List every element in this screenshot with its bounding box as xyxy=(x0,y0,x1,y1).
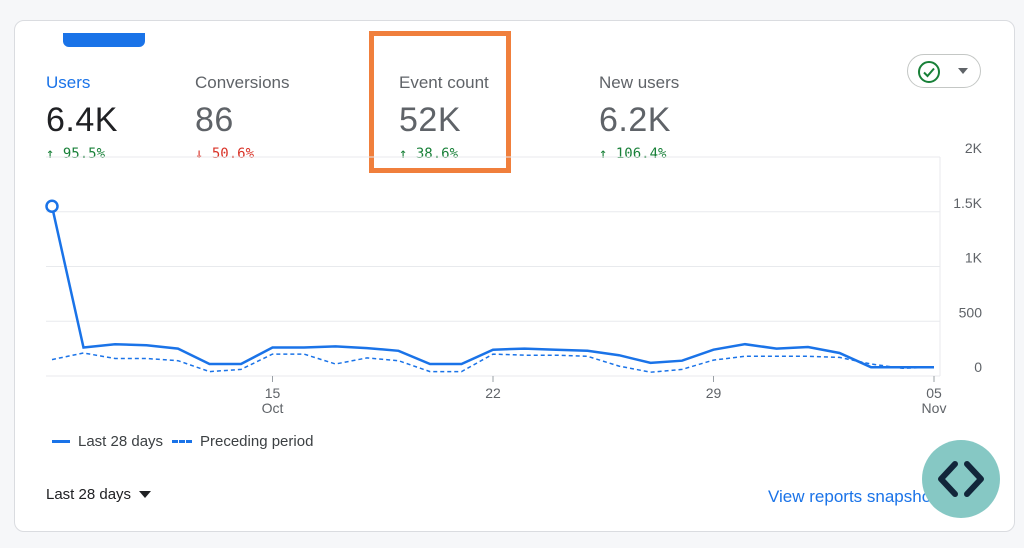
arrow-up-icon: ↑ xyxy=(46,146,55,162)
metric-value: 6.4K xyxy=(46,101,118,139)
arrow-up-icon: ↑ xyxy=(599,146,608,162)
x-tick-label: 29 xyxy=(706,385,722,401)
y-axis-ticks: 0 500 1K 1.5K 2K xyxy=(953,140,982,375)
active-tab-indicator xyxy=(63,33,145,47)
metric-delta: ↓ 50.6% xyxy=(195,146,255,162)
x-tick-label: 05 xyxy=(926,385,942,401)
date-range-label: Last 28 days xyxy=(46,486,132,503)
floating-code-button[interactable] xyxy=(922,440,1000,518)
y-tick-label: 1K xyxy=(965,250,983,266)
legend-label: Preceding period xyxy=(200,433,314,450)
caret-down-icon xyxy=(139,491,152,498)
metric-value: 52K xyxy=(399,101,461,139)
y-tick-label: 2K xyxy=(965,140,983,156)
y-tick-label: 500 xyxy=(959,304,983,320)
legend-previous: Preceding period xyxy=(172,433,313,450)
metric-event-count[interactable]: Event count 52K ↑ 38.6% xyxy=(399,73,489,162)
metric-value: 86 xyxy=(195,101,234,139)
x-tick-month-label: Nov xyxy=(922,400,947,416)
x-tick-month-label: Oct xyxy=(262,400,284,416)
metric-value: 6.2K xyxy=(599,101,671,139)
series-preceding-period xyxy=(51,352,935,373)
solid-line-swatch xyxy=(52,440,70,443)
series-last-28-days xyxy=(50,206,934,369)
metric-users[interactable]: Users 6.4K ↑ 95.5% xyxy=(46,73,118,162)
y-tick-label: 0 xyxy=(974,359,982,375)
metric-conversions[interactable]: Conversions 86 ↓ 50.6% xyxy=(195,73,290,162)
check-circle-icon xyxy=(918,61,940,83)
arrow-down-icon: ↓ xyxy=(195,146,204,162)
comparison-status-dropdown[interactable] xyxy=(907,54,981,88)
metric-new-users[interactable]: New users 6.2K ↑ 106.4% xyxy=(599,73,679,162)
metric-delta: ↑ 106.4% xyxy=(599,146,667,162)
y-tick-label: 1.5K xyxy=(953,195,982,211)
overview-card: Users 6.4K ↑ 95.5% Conversions 86 ↓ 50.6… xyxy=(14,20,1015,532)
date-range-dropdown[interactable]: Last 28 days xyxy=(46,486,152,503)
metric-delta: ↑ 38.6% xyxy=(399,146,459,162)
chart-grid xyxy=(46,156,941,377)
highlight-annotation-box xyxy=(369,31,511,173)
x-tick-label: 22 xyxy=(485,385,501,401)
metric-label: Conversions xyxy=(195,73,290,92)
legend-current: Last 28 days xyxy=(52,433,163,450)
dashed-line-swatch xyxy=(172,440,192,443)
metric-label: Users xyxy=(46,73,91,92)
data-point-marker xyxy=(45,199,59,214)
metric-delta: ↑ 95.5% xyxy=(46,146,106,162)
chevron-down-icon xyxy=(958,68,968,74)
code-brackets-icon xyxy=(938,461,984,497)
view-reports-snapshot-link[interactable]: View reports snapshot xyxy=(768,487,936,506)
x-tick-label: 15 xyxy=(265,385,281,401)
legend-label: Last 28 days xyxy=(78,433,164,450)
arrow-up-icon: ↑ xyxy=(399,146,408,162)
metric-label: New users xyxy=(599,73,680,92)
metric-label: Event count xyxy=(399,73,489,92)
